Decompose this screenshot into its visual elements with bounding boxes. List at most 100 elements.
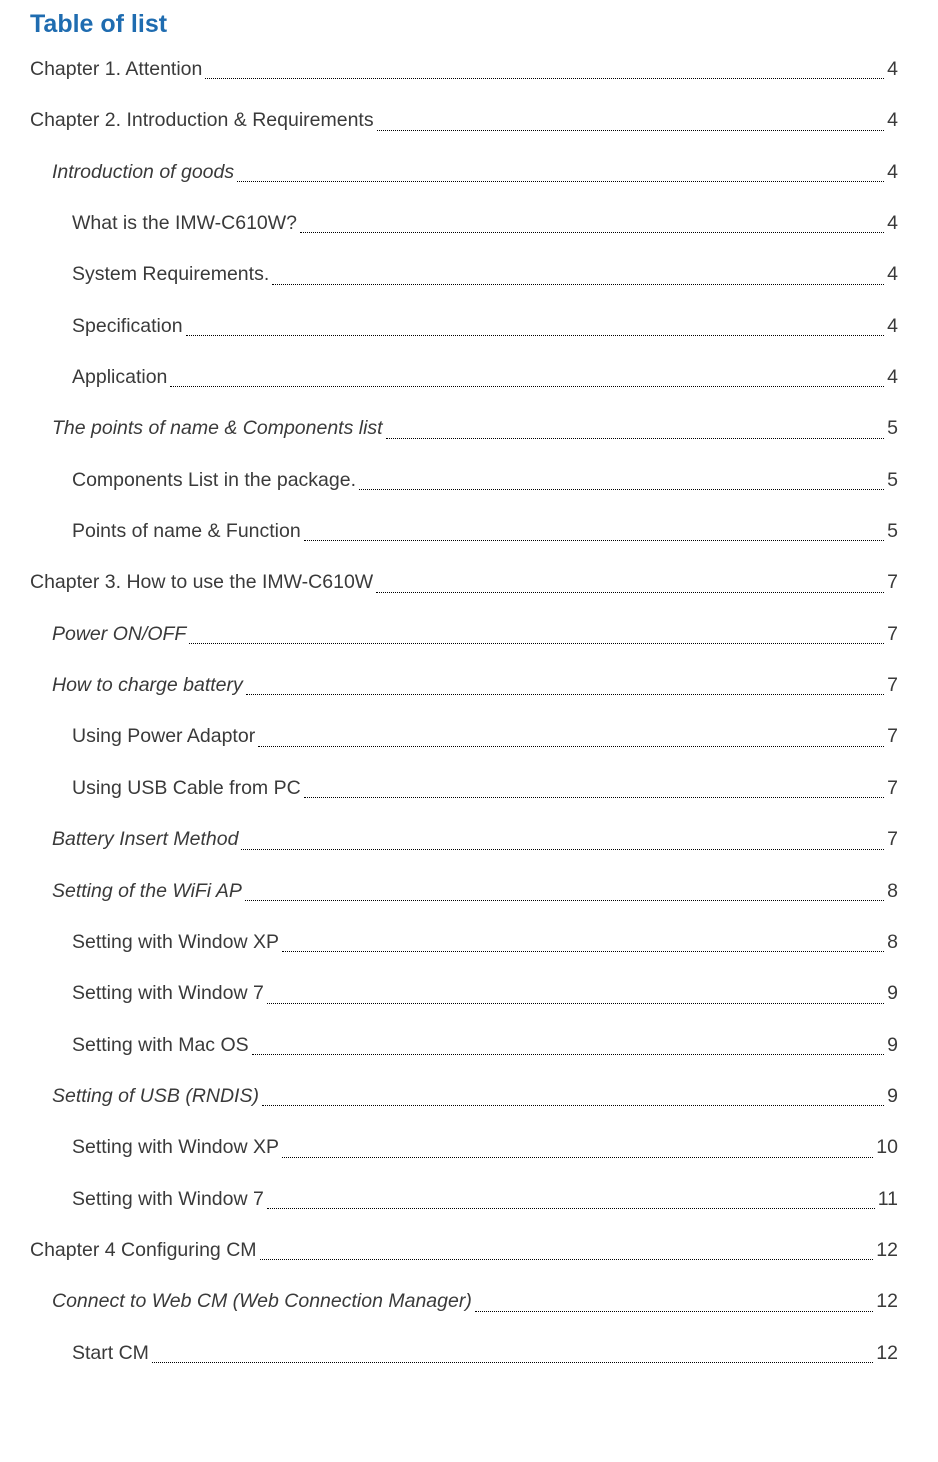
toc-entry-label: Using USB Cable from PC bbox=[72, 776, 301, 801]
toc-entry-page: 12 bbox=[876, 1341, 898, 1366]
toc-leader-dots bbox=[186, 335, 885, 336]
toc-leader-dots bbox=[282, 1157, 873, 1158]
toc-entry[interactable]: Chapter 2. Introduction & Requirements 4 bbox=[30, 108, 898, 133]
toc-entry-label: What is the IMW-C610W? bbox=[72, 211, 297, 236]
toc-leader-dots bbox=[170, 386, 884, 387]
toc-leader-dots bbox=[237, 181, 884, 182]
toc-entry-label: Battery Insert Method bbox=[52, 827, 238, 852]
toc-entry-label: Chapter 1. Attention bbox=[30, 57, 202, 82]
toc-entry-page: 7 bbox=[887, 776, 898, 801]
toc-entry-label: Chapter 3. How to use the IMW-C610W bbox=[30, 570, 373, 595]
toc-entry-page: 7 bbox=[887, 673, 898, 698]
toc-leader-dots bbox=[189, 643, 884, 644]
toc-leader-dots bbox=[376, 592, 884, 593]
toc-entry-label: Introduction of goods bbox=[52, 160, 234, 185]
toc-leader-dots bbox=[258, 746, 884, 747]
toc-leader-dots bbox=[267, 1208, 875, 1209]
toc-entry-label: Setting with Window XP bbox=[72, 930, 279, 955]
toc-entry-label: Application bbox=[72, 365, 167, 390]
toc-entry-page: 11 bbox=[878, 1187, 898, 1212]
toc-entry-label: Specification bbox=[72, 314, 183, 339]
toc-entry-label: Using Power Adaptor bbox=[72, 724, 255, 749]
toc-entry-label: Chapter 4 Configuring CM bbox=[30, 1238, 257, 1263]
toc-entry-label: Setting with Window XP bbox=[72, 1135, 279, 1160]
toc-entry[interactable]: Setting with Window 7 9 bbox=[30, 981, 898, 1006]
toc-leader-dots bbox=[245, 900, 884, 901]
toc-entry-page: 9 bbox=[887, 1033, 898, 1058]
toc-leader-dots bbox=[272, 284, 884, 285]
toc-entry-page: 12 bbox=[876, 1238, 898, 1263]
toc-entry-page: 10 bbox=[876, 1135, 898, 1160]
toc-entry-page: 9 bbox=[887, 981, 898, 1006]
toc-entry-page: 5 bbox=[887, 468, 898, 493]
toc-entry[interactable]: Setting with Window XP8 bbox=[30, 930, 898, 955]
toc-entry-page: 4 bbox=[887, 211, 898, 236]
toc-container: Chapter 1. Attention4Chapter 2. Introduc… bbox=[30, 57, 908, 1366]
toc-entry-label: Setting of the WiFi AP bbox=[52, 879, 242, 904]
toc-entry-page: 7 bbox=[887, 827, 898, 852]
toc-entry[interactable]: Setting of the WiFi AP 8 bbox=[30, 879, 898, 904]
toc-leader-dots bbox=[359, 489, 884, 490]
toc-leader-dots bbox=[152, 1362, 873, 1363]
toc-entry[interactable]: Chapter 4 Configuring CM 12 bbox=[30, 1238, 898, 1263]
toc-leader-dots bbox=[260, 1259, 874, 1260]
toc-entry[interactable]: System Requirements. 4 bbox=[30, 262, 898, 287]
toc-leader-dots bbox=[262, 1105, 884, 1106]
toc-entry[interactable]: Setting with Window XP 10 bbox=[30, 1135, 898, 1160]
toc-leader-dots bbox=[386, 438, 885, 439]
toc-entry-page: 4 bbox=[887, 262, 898, 287]
toc-entry-page: 4 bbox=[887, 160, 898, 185]
toc-entry[interactable]: Components List in the package. 5 bbox=[30, 468, 898, 493]
toc-entry-label: Setting with Window 7 bbox=[72, 981, 264, 1006]
toc-entry[interactable]: Power ON/OFF7 bbox=[30, 622, 898, 647]
toc-entry[interactable]: Using USB Cable from PC 7 bbox=[30, 776, 898, 801]
toc-entry[interactable]: Using Power Adaptor 7 bbox=[30, 724, 898, 749]
toc-leader-dots bbox=[241, 849, 884, 850]
toc-entry[interactable]: Battery Insert Method 7 bbox=[30, 827, 898, 852]
toc-entry-page: 4 bbox=[887, 57, 898, 82]
toc-entry[interactable]: Setting with Window 7 11 bbox=[30, 1187, 898, 1212]
toc-leader-dots bbox=[205, 78, 884, 79]
toc-entry-page: 4 bbox=[887, 314, 898, 339]
toc-entry-label: Components List in the package. bbox=[72, 468, 356, 493]
toc-entry-page: 5 bbox=[887, 519, 898, 544]
toc-entry-page: 7 bbox=[887, 570, 898, 595]
toc-entry[interactable]: Setting with Mac OS 9 bbox=[30, 1033, 898, 1058]
toc-entry[interactable]: Chapter 3. How to use the IMW-C610W 7 bbox=[30, 570, 898, 595]
toc-leader-dots bbox=[300, 232, 884, 233]
toc-entry-page: 4 bbox=[887, 108, 898, 133]
toc-entry[interactable]: What is the IMW-C610W? 4 bbox=[30, 211, 898, 236]
toc-leader-dots bbox=[252, 1054, 884, 1055]
toc-title: Table of list bbox=[30, 10, 908, 39]
toc-entry-page: 8 bbox=[887, 879, 898, 904]
toc-entry-page: 5 bbox=[887, 416, 898, 441]
toc-entry-page: 9 bbox=[887, 1084, 898, 1109]
toc-leader-dots bbox=[267, 1003, 884, 1004]
toc-leader-dots bbox=[377, 130, 885, 131]
toc-entry[interactable]: Start CM 12 bbox=[30, 1341, 898, 1366]
toc-entry[interactable]: Points of name & Function 5 bbox=[30, 519, 898, 544]
toc-entry-label: System Requirements. bbox=[72, 262, 269, 287]
toc-entry-label: Connect to Web CM (Web Connection Manage… bbox=[52, 1289, 472, 1314]
toc-entry[interactable]: How to charge battery 7 bbox=[30, 673, 898, 698]
toc-entry-label: The points of name & Components list bbox=[52, 416, 383, 441]
toc-entry-label: Points of name & Function bbox=[72, 519, 301, 544]
toc-entry[interactable]: Setting of USB (RNDIS)9 bbox=[30, 1084, 898, 1109]
toc-entry[interactable]: Chapter 1. Attention 4 bbox=[30, 57, 898, 82]
toc-entry-label: How to charge battery bbox=[52, 673, 243, 698]
toc-entry[interactable]: Specification 4 bbox=[30, 314, 898, 339]
toc-entry[interactable]: Introduction of goods 4 bbox=[30, 160, 898, 185]
toc-leader-dots bbox=[282, 951, 884, 952]
toc-entry-label: Setting with Window 7 bbox=[72, 1187, 264, 1212]
toc-entry-label: Setting with Mac OS bbox=[72, 1033, 249, 1058]
toc-leader-dots bbox=[304, 540, 884, 541]
toc-entry-page: 7 bbox=[887, 622, 898, 647]
toc-entry[interactable]: Application4 bbox=[30, 365, 898, 390]
toc-entry-label: Chapter 2. Introduction & Requirements bbox=[30, 108, 374, 133]
toc-entry-label: Start CM bbox=[72, 1341, 149, 1366]
toc-leader-dots bbox=[304, 797, 884, 798]
toc-entry[interactable]: Connect to Web CM (Web Connection Manage… bbox=[30, 1289, 898, 1314]
toc-entry-page: 7 bbox=[887, 724, 898, 749]
toc-leader-dots bbox=[246, 694, 884, 695]
toc-entry[interactable]: The points of name & Components list 5 bbox=[30, 416, 898, 441]
